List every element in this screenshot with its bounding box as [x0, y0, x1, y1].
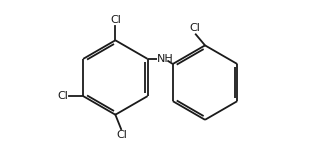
Text: Cl: Cl — [57, 91, 68, 101]
Text: NH: NH — [157, 54, 174, 64]
Text: Cl: Cl — [190, 23, 201, 33]
Text: Cl: Cl — [110, 15, 121, 24]
Text: Cl: Cl — [117, 131, 127, 140]
